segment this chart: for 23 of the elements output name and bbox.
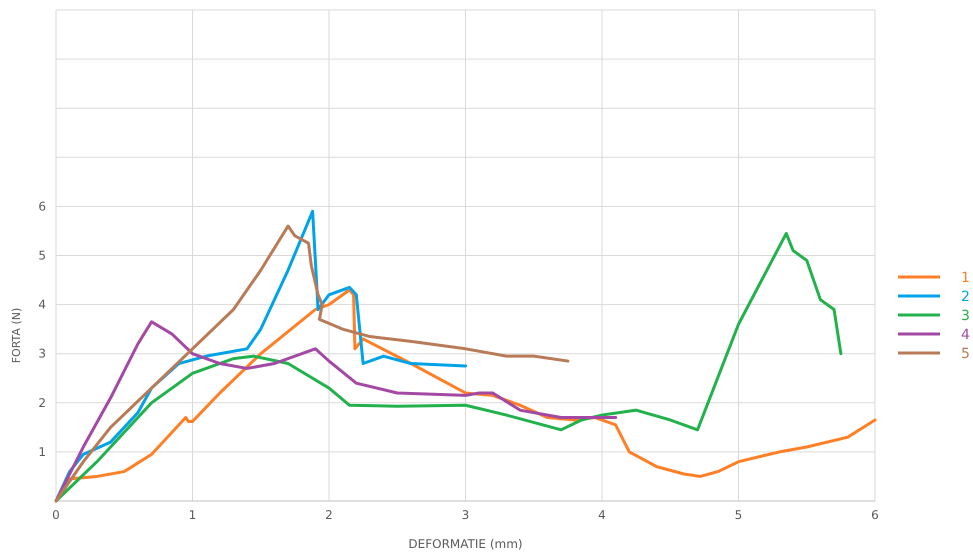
line-series xyxy=(54,320,618,502)
x-tick-label: 1 xyxy=(188,508,196,522)
x-tick-label: 0 xyxy=(52,508,60,522)
legend-label: 4 xyxy=(961,327,970,343)
y-tick-label: 3 xyxy=(38,346,46,361)
line-series xyxy=(54,232,842,502)
x-tick-label: 3 xyxy=(462,508,470,522)
x-axis-title: DEFORMATIE (mm) xyxy=(408,537,523,551)
line-series xyxy=(54,224,570,502)
x-tick-label: 2 xyxy=(325,508,333,522)
y-axis-title: FORTA (N) xyxy=(10,308,23,364)
y-tick-label: 1 xyxy=(38,444,46,459)
y-tick-label: 5 xyxy=(38,248,46,262)
legend-label: 1 xyxy=(961,270,970,286)
legend-label: 5 xyxy=(961,346,970,362)
x-tick-label: 4 xyxy=(598,508,606,522)
x-tick-label: 6 xyxy=(871,508,879,522)
y-tick-label: 4 xyxy=(38,298,46,312)
legend-label: 2 xyxy=(961,289,970,305)
y-tick-label: 6 xyxy=(38,199,46,214)
legend-label: 3 xyxy=(961,308,970,324)
x-tick-label: 5 xyxy=(734,508,742,522)
y-tick-label: 2 xyxy=(38,396,46,410)
